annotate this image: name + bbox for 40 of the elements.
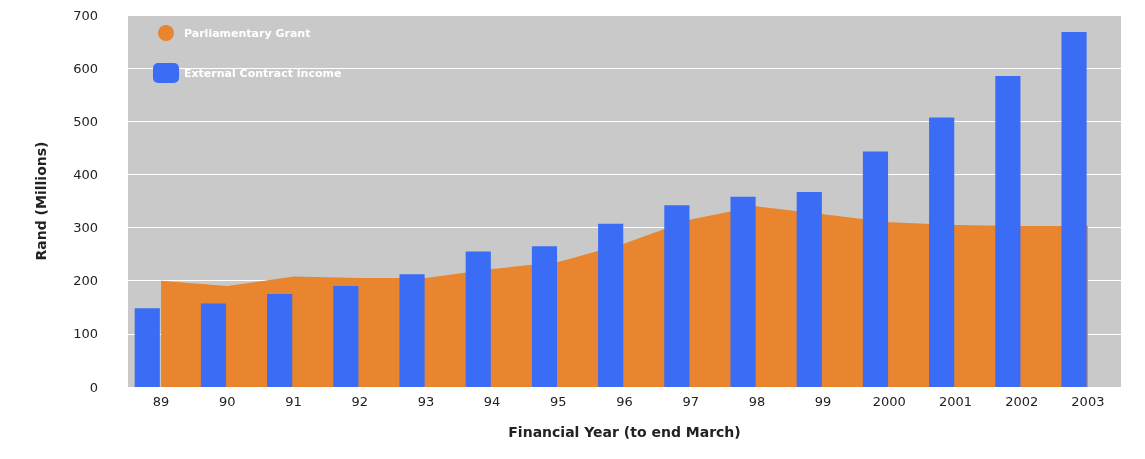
- bar: [796, 191, 822, 387]
- y-tick-label: 600: [73, 60, 98, 76]
- bar: [598, 223, 624, 387]
- x-tick-label: 97: [682, 394, 699, 409]
- x-tick-label: 93: [417, 394, 435, 409]
- x-tick-label: 2002: [1005, 394, 1039, 409]
- x-tick-label: 95: [550, 394, 567, 409]
- bar: [333, 286, 359, 387]
- y-tick-label: 300: [73, 220, 98, 236]
- y-tick-label: 0: [89, 379, 98, 395]
- x-tick-label: 98: [748, 394, 766, 409]
- bar: [531, 246, 558, 387]
- x-tick-label: 99: [814, 394, 832, 409]
- bar: [465, 251, 491, 387]
- x-tick-label: 89: [152, 394, 170, 409]
- bar: [929, 117, 955, 387]
- bar: [267, 294, 293, 387]
- bar: [200, 303, 227, 387]
- x-tick-label: 90: [219, 394, 236, 409]
- bar: [1061, 32, 1087, 387]
- x-tick-label: 2003: [1071, 394, 1105, 409]
- bar: [730, 196, 756, 387]
- bar: [995, 76, 1021, 387]
- y-tick-label: 400: [73, 166, 98, 182]
- y-tick-label: 200: [73, 273, 98, 289]
- y-tick-label: 500: [73, 113, 98, 129]
- bar: [862, 151, 889, 387]
- bar: [134, 308, 160, 387]
- x-axis-title: Financial Year (to end March): [508, 424, 741, 440]
- bar: [664, 205, 690, 387]
- x-tick-label: 96: [616, 394, 633, 409]
- y-axis-title: Rand (Millions): [33, 141, 49, 261]
- bar: [399, 274, 425, 387]
- x-tick-label: 2000: [872, 394, 906, 409]
- y-tick-label: 100: [73, 326, 98, 342]
- y-tick-label: 700: [73, 7, 98, 23]
- x-tick-label: 2001: [938, 394, 973, 409]
- x-tick-label: 92: [351, 394, 368, 409]
- x-tick-label: 94: [483, 394, 501, 409]
- x-tick-label: 91: [285, 394, 302, 409]
